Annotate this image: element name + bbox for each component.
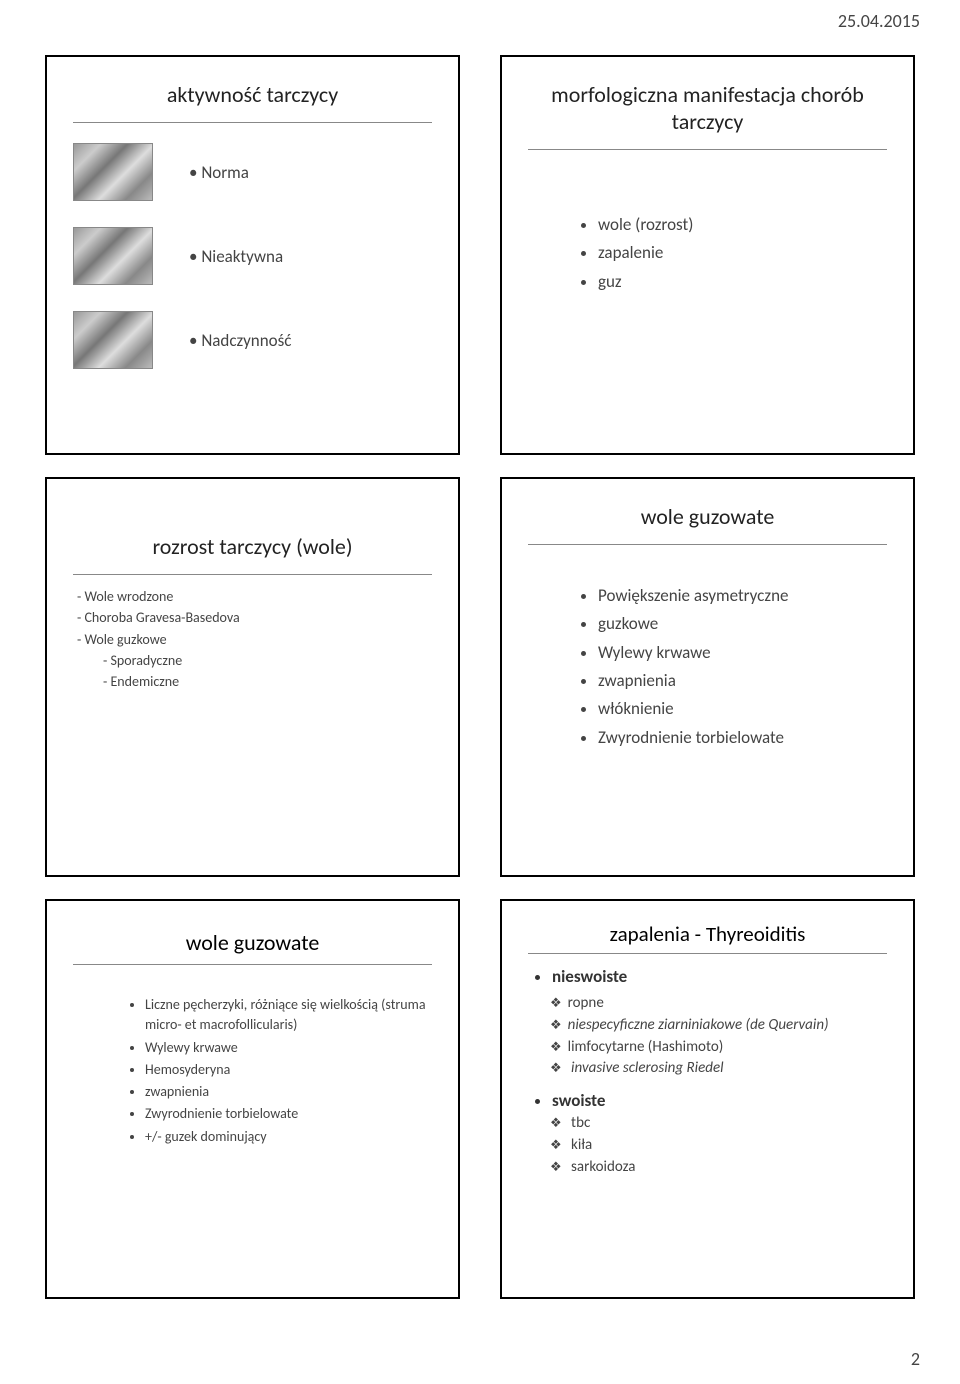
slide2-rule	[528, 149, 887, 150]
slide6-ns-1: niespecyficzne ziarniniakowe (de Quervai…	[550, 1015, 887, 1037]
slide6-sp-0: tbc	[550, 1113, 887, 1135]
slide3-list: - Wole wrodzone - Choroba Gravesa-Basedo…	[77, 587, 432, 692]
slide4-item-3: zwapnienia	[598, 668, 887, 694]
slide-5: wole guzowate Liczne pęcherzyki, różniąc…	[45, 899, 460, 1299]
slide4-item-4: włóknienie	[598, 696, 887, 722]
slide2-item-2: guz	[598, 269, 887, 295]
slide6-sp-0-text: tbc	[568, 1114, 591, 1132]
slide-2: morfologiczna manifestacja chorób tarczy…	[500, 55, 915, 455]
slide6-ns-0-text: ropne	[568, 994, 604, 1012]
slide5-rule	[73, 964, 432, 965]
slide1-label-1-text: Nieaktywna	[201, 246, 283, 267]
slide1-row-2: • Nadczynność	[73, 311, 432, 369]
slide2-item-1: zapalenie	[598, 240, 887, 266]
slide6-ns-3: invasive sclerosing Riedel	[550, 1058, 887, 1080]
histology-thumbnail-icon	[73, 143, 153, 201]
slide-grid: aktywność tarczycy • Norma • Nieaktywna …	[45, 55, 915, 1299]
slide-4: wole guzowate Powiększenie asymetryczne …	[500, 477, 915, 877]
slide3-title: rozrost tarczycy (wole)	[73, 533, 432, 560]
slide4-rule	[528, 544, 887, 545]
slide5-item-1: Wylewy krwawe	[145, 1038, 432, 1058]
slide5-list: Liczne pęcherzyki, różniące się wielkośc…	[73, 995, 432, 1147]
slide6-nonspecific-header: nieswoiste	[528, 966, 887, 987]
slide4-item-1: guzkowe	[598, 611, 887, 637]
slide6-title: zapalenia - Thyreoiditis	[528, 921, 887, 947]
slide1-row-0: • Norma	[73, 143, 432, 201]
slide6-sp-1: kiła	[550, 1135, 887, 1157]
slide4-title: wole guzowate	[528, 503, 887, 530]
slide6-specific-header: swoiste	[528, 1090, 887, 1111]
slide6-ns-1-text: niespecyficzne ziarniniakowe (de Quervai…	[568, 1016, 829, 1034]
slide1-row-1: • Nieaktywna	[73, 227, 432, 285]
slide4-list: Powiększenie asymetryczne guzkowe Wylewy…	[528, 583, 887, 751]
slide5-title: wole guzowate	[73, 929, 432, 956]
slide1-label-2: • Nadczynność	[189, 330, 291, 351]
slide6-nonspecific-list: ropne niespecyficzne ziarniniakowe (de Q…	[528, 993, 887, 1080]
slide-6: zapalenia - Thyreoiditis nieswoiste ropn…	[500, 899, 915, 1299]
slide5-item-3: zwapnienia	[145, 1082, 432, 1102]
slide2-list: wole (rozrost) zapalenie guz	[528, 212, 887, 295]
slide1-label-0-text: Norma	[201, 162, 249, 183]
slide6-rule	[528, 953, 887, 954]
slide5-item-5: +/- guzek dominujący	[145, 1127, 432, 1147]
slide1-label-1: • Nieaktywna	[189, 246, 283, 267]
slide4-item-2: Wylewy krwawe	[598, 640, 887, 666]
slide2-title: morfologiczna manifestacja chorób tarczy…	[528, 81, 887, 135]
slide6-sp-2: sarkoidoza	[550, 1157, 887, 1179]
slide5-item-4: Zwyrodnienie torbielowate	[145, 1104, 432, 1124]
slide6-ns-2-text: limfocytarne (Hashimoto)	[568, 1038, 724, 1056]
slide-1: aktywność tarczycy • Norma • Nieaktywna …	[45, 55, 460, 455]
histology-thumbnail-icon	[73, 311, 153, 369]
page-date: 25.04.2015	[838, 10, 920, 32]
slide5-item-0: Liczne pęcherzyki, różniące się wielkośc…	[145, 995, 432, 1036]
slide2-item-0: wole (rozrost)	[598, 212, 887, 238]
slide3-line-4: - Endemiczne	[77, 672, 432, 692]
slide6-ns-3-text: invasive sclerosing Riedel	[568, 1059, 724, 1077]
histology-thumbnail-icon	[73, 227, 153, 285]
slide6-specific-label: swoiste	[552, 1090, 887, 1111]
slide6-ns-2: limfocytarne (Hashimoto)	[550, 1037, 887, 1059]
slide6-sp-1-text: kiła	[568, 1136, 593, 1154]
slide4-item-5: Zwyrodnienie torbielowate	[598, 725, 887, 751]
slide6-nonspecific-label: nieswoiste	[552, 966, 887, 987]
slide3-line-2: - Wole guzkowe	[77, 630, 432, 650]
slide3-line-0: - Wole wrodzone	[77, 587, 432, 607]
page-number: 2	[911, 1348, 920, 1370]
slide1-rule	[73, 122, 432, 123]
slide3-rule	[73, 574, 432, 575]
slide1-label-2-text: Nadczynność	[201, 330, 291, 351]
slide6-specific-list: tbc kiła sarkoidoza	[528, 1113, 887, 1178]
slide1-title: aktywność tarczycy	[73, 81, 432, 108]
slide6-ns-0: ropne	[550, 993, 887, 1015]
slide3-line-3: - Sporadyczne	[77, 651, 432, 671]
slide5-item-2: Hemosyderyna	[145, 1060, 432, 1080]
slide6-sp-2-text: sarkoidoza	[568, 1158, 636, 1176]
slide4-item-0: Powiększenie asymetryczne	[598, 583, 887, 609]
slide3-line-1: - Choroba Gravesa-Basedova	[77, 608, 432, 628]
slide1-label-0: • Norma	[189, 162, 249, 183]
slide-3: rozrost tarczycy (wole) - Wole wrodzone …	[45, 477, 460, 877]
